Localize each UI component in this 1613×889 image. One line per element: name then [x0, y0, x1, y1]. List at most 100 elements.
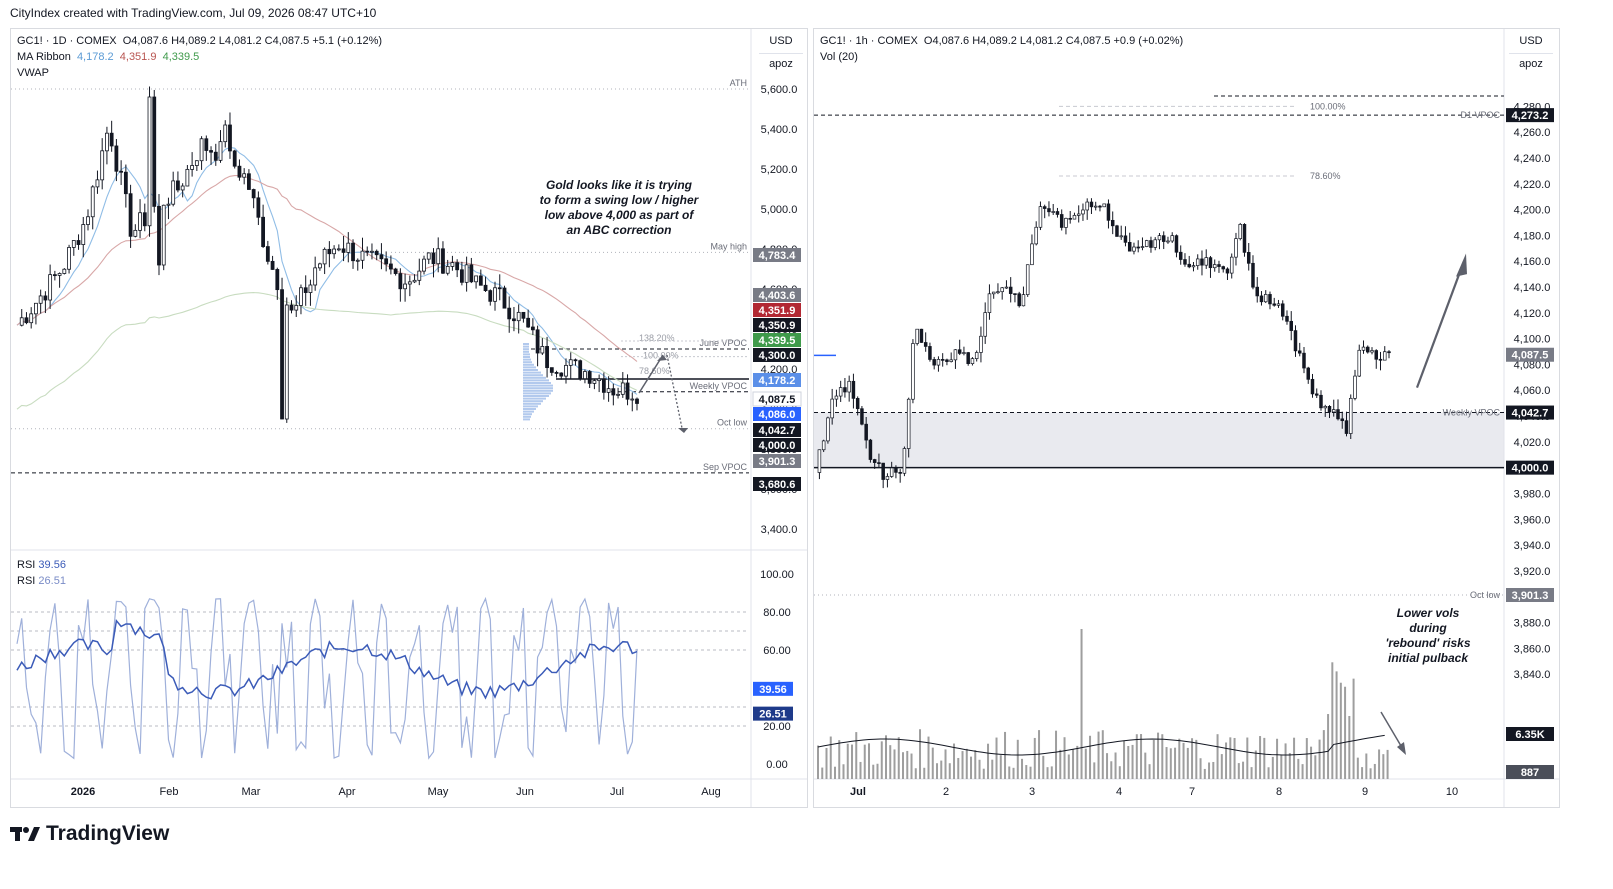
hourly-candle-body — [1208, 257, 1213, 269]
volume-profile-bar — [523, 379, 549, 382]
volume-bar — [851, 744, 854, 779]
volume-bar — [1144, 752, 1147, 779]
hourly-candle-body — [932, 359, 936, 366]
daily-price-badge-bg — [753, 373, 801, 387]
hourly-candle-body — [1280, 303, 1285, 317]
hourly-candle-body — [1144, 240, 1149, 247]
hourly-candle-body — [1157, 235, 1162, 241]
volume-bar — [1293, 737, 1296, 779]
daily-candle-body — [261, 216, 266, 247]
fib-786-label: 78.60% — [639, 366, 670, 376]
chart-credit: CityIndex created with TradingView.com, … — [10, 6, 377, 20]
daily-candle-body — [573, 359, 578, 362]
level-label: May high — [710, 241, 747, 251]
volume-bar — [931, 747, 934, 779]
hourly-chart-svg: 4,280.04,260.04,240.04,220.04,200.04,180… — [814, 29, 1559, 807]
hourly-candle-body — [940, 359, 945, 361]
daily-candle-body — [393, 268, 398, 274]
volume-profile-bar — [523, 382, 551, 384]
rsi-label-2[interactable]: RSI — [17, 575, 36, 587]
volume-bar — [1140, 734, 1143, 779]
daily-time-label: Jun — [516, 786, 534, 798]
volume-bar — [1089, 735, 1092, 779]
daily-candle-body — [540, 346, 545, 354]
volume-bar — [1242, 761, 1245, 779]
volume-bar — [1012, 767, 1015, 779]
daily-price-badge-bg — [753, 248, 801, 262]
volume-bar — [1076, 745, 1079, 779]
hourly-candle-body — [868, 439, 873, 460]
daily-candle-body — [549, 367, 554, 373]
hourly-candle-body — [1365, 346, 1370, 353]
tradingview-logo[interactable]: TradingView — [10, 822, 169, 846]
hourly-chart-panel[interactable]: GC1! · 1h · COMEX O4,087.6 H4,089.2 L4,0… — [813, 28, 1560, 808]
volume-bar — [970, 756, 973, 779]
daily-price-badge: 4,339.5 — [759, 335, 796, 347]
daily-candle-body — [194, 160, 199, 166]
volume-bar — [1259, 736, 1262, 779]
hourly-candle-body — [1323, 406, 1327, 409]
hourly-time-label: 2 — [943, 786, 949, 798]
daily-candle-body — [48, 274, 53, 301]
daily-candle-body — [100, 150, 105, 181]
daily-candle-body — [341, 248, 346, 253]
daily-price-badge-bg — [753, 333, 801, 347]
daily-price-badge-bg — [752, 391, 802, 407]
volume-bar — [1101, 730, 1104, 779]
volume-bar — [1080, 629, 1083, 779]
hourly-candle-body — [923, 342, 928, 347]
volume-bar — [1042, 755, 1045, 779]
volume-bar — [974, 750, 977, 779]
hourly-candle-body — [1110, 219, 1115, 227]
hourly-candle-body — [1327, 406, 1332, 413]
volume-profile-bar — [523, 402, 541, 405]
volume-bar — [906, 750, 909, 779]
hourly-candle-body — [1038, 206, 1043, 228]
daily-price-badge-bg — [753, 303, 801, 317]
hourly-candle-body — [1302, 352, 1306, 369]
hourly-candle-body — [1140, 246, 1145, 248]
hourly-candle-body — [851, 380, 856, 399]
daily-price-badge: 4,403.6 — [759, 290, 796, 302]
hourly-candle-body — [885, 476, 890, 480]
volume-bar — [1216, 734, 1219, 779]
vwap-label[interactable]: VWAP — [17, 67, 49, 79]
daily-candle-body — [228, 124, 232, 152]
vol-label[interactable]: Vol (20) — [820, 51, 858, 63]
volume-bar — [842, 764, 845, 779]
rsi-label-1[interactable]: RSI — [17, 559, 36, 571]
hourly-candle-body — [1081, 209, 1085, 215]
hourly-symbol[interactable]: GC1! · 1h · COMEX — [820, 35, 918, 47]
daily-candle-body — [81, 224, 86, 245]
volume-bar — [1169, 748, 1172, 779]
ma-ribbon-label[interactable]: MA Ribbon — [17, 51, 71, 63]
daily-price-badge: 4,000.0 — [759, 440, 796, 452]
hourly-candle-body — [1004, 286, 1009, 289]
hourly-candle-body — [1310, 378, 1315, 395]
daily-candle-body — [322, 248, 327, 265]
rsi-tick: 100.00 — [760, 569, 794, 581]
hourly-candle-body — [1132, 246, 1136, 252]
daily-price-badge: 4,178.2 — [759, 375, 796, 387]
hourly-candle-body — [936, 359, 941, 366]
volume-bar — [855, 732, 858, 779]
daily-price-badge: 4,300.0 — [759, 350, 796, 362]
hourly-candle-body — [1242, 224, 1247, 253]
hourly-time-label: Jul — [850, 786, 866, 798]
daily-candle-body — [223, 124, 228, 143]
daily-price-badge-bg — [753, 348, 801, 362]
volume-profile-bar — [523, 366, 536, 369]
hourly-candle-body — [1017, 293, 1021, 307]
vol-arrow-head — [1397, 742, 1406, 755]
hourly-axis-currency[interactable]: USD apoz — [1509, 35, 1553, 70]
hourly-candle-body — [1149, 240, 1153, 248]
daily-chart-panel[interactable]: GC1! · 1D · COMEX O4,087.6 H4,089.2 L4,0… — [10, 28, 808, 808]
volume-profile-bar — [523, 413, 532, 416]
hourly-candle-body — [1191, 265, 1196, 268]
daily-axis-currency[interactable]: USD apoz — [759, 35, 803, 70]
daily-candle-body — [133, 229, 138, 237]
daily-candle-body — [318, 263, 322, 269]
level-label: Sep VPOC — [703, 462, 748, 472]
daily-symbol[interactable]: GC1! · 1D · COMEX — [17, 35, 117, 47]
daily-candle-body — [270, 260, 275, 270]
